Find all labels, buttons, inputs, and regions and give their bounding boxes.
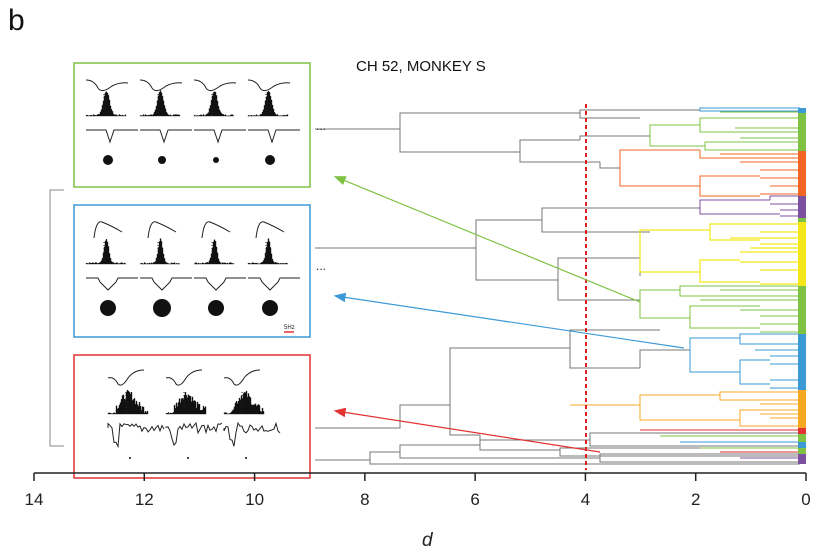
rate-trace: [140, 277, 192, 291]
rate-trace: [194, 277, 246, 291]
bottom-colored-leaves: [640, 429, 800, 459]
x-tick-label: 10: [245, 490, 264, 509]
rate-trace: [140, 129, 192, 144]
ellipsis-blue: ...: [316, 259, 326, 273]
x-tick-label: 0: [801, 490, 810, 509]
firing-rate-dot: [262, 300, 278, 316]
firing-rate-dot: [158, 156, 166, 164]
rate-trace: [86, 277, 138, 291]
rate-trace: [194, 129, 246, 144]
spike-waveform: [255, 221, 285, 239]
firing-rate-dot: [103, 155, 113, 165]
blue-subtree-top: [699, 107, 800, 112]
panel-blue: 5Hz: [73, 204, 311, 338]
dendrogram-trunk: [315, 109, 800, 465]
isi-histogram: [247, 238, 289, 265]
ellipsis-green: ...: [316, 119, 326, 133]
figure-title: CH 52, MONKEY S: [356, 58, 486, 75]
firing-rate-dot: [208, 300, 224, 316]
firing-rate-dot: [153, 299, 171, 317]
firing-rate-dot: [213, 157, 219, 163]
isi-histogram: [193, 91, 235, 117]
x-tick-label: 12: [135, 490, 154, 509]
isi-histogram: [139, 238, 181, 265]
isi-histogram: [139, 90, 181, 117]
rate-trace: [248, 129, 300, 144]
x-tick-label: 4: [581, 490, 590, 509]
cluster-bracket: [49, 189, 64, 447]
x-axis-label: d: [422, 530, 434, 551]
rate-trace: [248, 277, 300, 291]
green-subtree-middle: [639, 285, 800, 333]
rate-trace: [107, 422, 165, 449]
rate-trace: [165, 421, 223, 446]
spike-waveform: [223, 369, 261, 386]
spike-waveform: [165, 369, 203, 386]
spike-waveform: [201, 221, 231, 239]
orange-subtree: [619, 149, 800, 197]
isi-histogram: [193, 239, 235, 265]
x-tick-label: 8: [360, 490, 369, 509]
spike-waveform: [93, 221, 123, 239]
spike-waveform: [107, 369, 145, 386]
green-subtree-top: [649, 111, 800, 151]
x-tick-label: 6: [470, 490, 479, 509]
firing-rate-dot: [187, 457, 189, 459]
firing-rate-dot: [265, 155, 275, 165]
spike-waveform: [139, 79, 183, 92]
isi-histogram: [223, 390, 265, 415]
blue-arrow: [333, 292, 685, 349]
firing-rate-dot: [245, 457, 247, 459]
panel-red: [73, 354, 311, 479]
spike-waveform: [193, 79, 237, 92]
firing-rate-dot: [129, 457, 131, 459]
x-tick-label: 2: [691, 490, 700, 509]
x-tick-label: 14: [25, 490, 44, 509]
x-axis: 14 12 10 8 6 4 2 0 d: [25, 472, 811, 551]
yellow-subtree: [639, 223, 800, 285]
isi-histogram: [85, 239, 127, 265]
purple-subtree: [699, 195, 800, 217]
scale-bar-label: 5Hz: [284, 325, 295, 331]
green-arrow: [333, 176, 641, 303]
panel-green: [73, 62, 311, 188]
isi-histogram: [247, 91, 289, 117]
spike-waveform: [85, 79, 129, 92]
panel-letter: b: [8, 4, 25, 37]
spike-waveform: [247, 79, 291, 92]
gold-subtree: [570, 391, 800, 427]
isi-histogram: [85, 91, 127, 117]
rate-trace: [223, 421, 281, 447]
red-arrow: [333, 407, 601, 453]
rate-trace: [86, 129, 138, 144]
isi-histogram: [165, 392, 207, 415]
blue-subtree-lower: [689, 333, 800, 389]
leaf-color-band: [798, 108, 806, 464]
isi-histogram: [107, 390, 149, 415]
spike-waveform: [147, 221, 177, 239]
firing-rate-dot: [100, 300, 116, 316]
